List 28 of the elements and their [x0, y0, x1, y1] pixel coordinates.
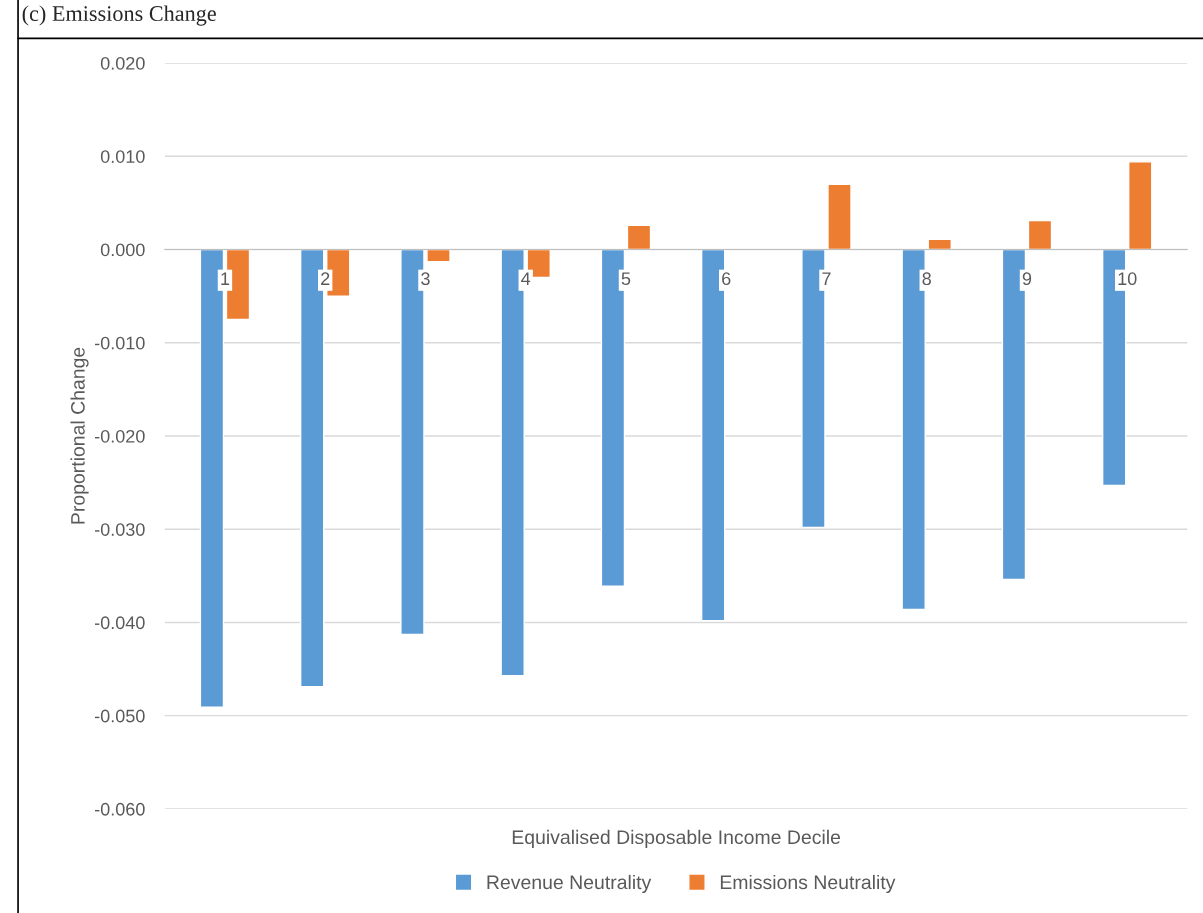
legend-label: Revenue Neutrality: [487, 874, 652, 894]
x-tick-label: 5: [621, 272, 631, 286]
y-tick-label: -0.010: [94, 336, 145, 350]
x-tick-label: 1: [221, 272, 230, 285]
y-tick-label: -0.040: [94, 616, 145, 630]
y-tick-label: 0.020: [100, 56, 145, 70]
y-tick-label: -0.030: [94, 523, 145, 536]
x-tick-label: 10: [1118, 272, 1137, 286]
x-tick-label: 6: [722, 272, 731, 286]
y-tick-label: -0.050: [94, 709, 145, 723]
y-tick-label: -0.060: [94, 802, 145, 816]
x-tick-label: 4: [521, 272, 531, 285]
x-tick-label: 8: [922, 272, 931, 286]
bar: [1128, 161, 1153, 251]
y-tick-label: -0.020: [94, 429, 145, 443]
bar: [626, 224, 652, 251]
bar: [827, 183, 852, 251]
x-tick-label: 7: [822, 272, 831, 285]
y-tick-label: 0.000: [100, 243, 145, 257]
x-tick-label: 9: [1022, 272, 1032, 286]
chart-title: (c) Emissions Change: [22, 5, 216, 26]
x-axis-title: Equivalised Disposable Income Decile: [512, 829, 841, 848]
bar: [1027, 219, 1053, 251]
y-axis-title: Proportional Change: [70, 347, 89, 524]
legend-label: Emissions Neutrality: [720, 874, 896, 894]
x-tick-label: 2: [321, 272, 330, 285]
x-tick-label: 3: [421, 272, 430, 286]
y-tick-label: 0.010: [100, 150, 145, 163]
